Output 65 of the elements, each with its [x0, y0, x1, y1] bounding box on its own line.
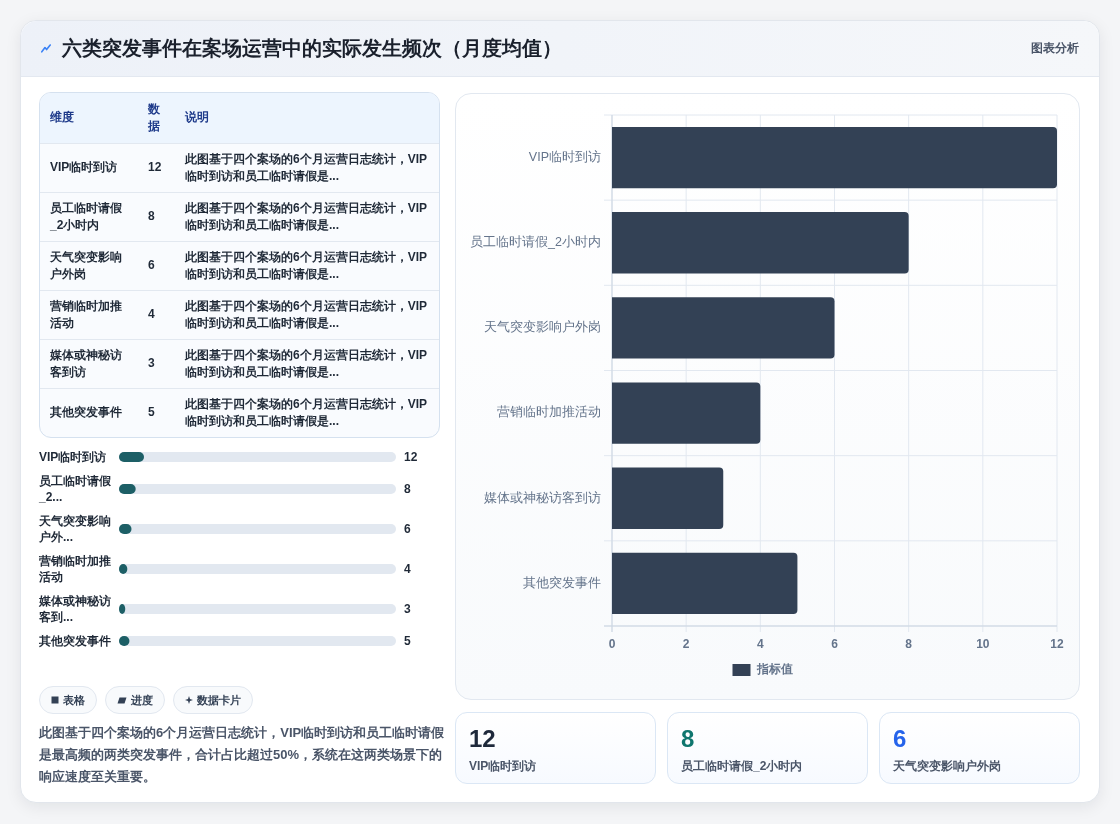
bar	[612, 126, 1057, 189]
data-label: 5	[404, 634, 411, 648]
y-tick-label: 营销临时加推活动	[497, 405, 601, 420]
text: 此图基于四个案场的6个月运营日志统计，VIP临时到访和员工临时请假是...	[184, 199, 428, 234]
bar	[612, 467, 724, 529]
category-label: VIP临时到访	[469, 758, 537, 774]
data-label: 4	[147, 306, 156, 323]
category-label: 天气突变影响户外...	[39, 513, 112, 545]
x-tick-label: 6	[831, 637, 839, 652]
category-label: VIP临时到访	[49, 159, 119, 176]
text: 此图基于四个案场的6个月运营日志统计，VIP临时到访和员工临时请假是...	[184, 150, 428, 185]
data-label: 6	[893, 724, 907, 754]
category-label: 其他突发事件	[49, 404, 123, 422]
text: 此图基于四个案场的6个月运营日志统计，VIP临时到访和员工临时请假是最高频的两类突发事件，合计占比超过50%，系统在这两类场景下的响应速度至关重要。	[39, 724, 445, 786]
card: 12 VIP临时到访	[455, 712, 656, 784]
category-label: 员工临时请假_2...	[39, 473, 112, 505]
text: 此图基于四个案场的6个月运营日志统计，VIP临时到访和员工临时请假是...	[184, 248, 428, 283]
category-label: 员工临时请假_2小时内	[49, 199, 123, 234]
card: 6 天气突变影响户外岗	[879, 712, 1080, 784]
bar	[612, 297, 835, 359]
category-label: 员工临时请假_2小时内	[681, 758, 803, 774]
x-tick-label: 12	[1050, 637, 1064, 652]
bar	[612, 212, 909, 274]
data-label: 3	[404, 602, 411, 616]
chip: 数据卡片	[173, 686, 253, 714]
data-label: 5	[147, 404, 156, 422]
data-label: 12	[404, 450, 418, 464]
text: 此图基于四个案场的6个月运营日志统计，VIP临时到访和员工临时请假是...	[184, 346, 428, 381]
data-label: 8	[147, 208, 156, 225]
bar	[612, 552, 798, 615]
x-tick-label: 4	[756, 637, 764, 652]
chip: 表格	[39, 686, 97, 714]
data-label: 6	[147, 257, 156, 274]
x-tick-label: 0	[608, 637, 616, 652]
data-label: 3	[147, 355, 156, 372]
category-label: 媒体或神秘访客到访	[49, 346, 123, 381]
x-tick-label: 8	[905, 637, 913, 652]
category-label: 营销临时加推活动	[49, 297, 123, 332]
category-label: VIP临时到访	[39, 449, 108, 465]
data-label: 8	[681, 724, 695, 754]
category-label: 媒体或神秘访客到...	[39, 593, 112, 625]
y-tick-label: 天气突变影响户外岗	[484, 320, 601, 335]
data-label: 12	[469, 724, 496, 754]
bar	[612, 382, 761, 444]
text: 此图基于四个案场的6个月运营日志统计，VIP临时到访和员工临时请假是...	[184, 297, 428, 332]
y-tick-label: VIP临时到访	[528, 148, 601, 164]
data-label: 4	[404, 562, 411, 576]
y-tick-label: 员工临时请假_2小时内	[470, 235, 601, 250]
header-panel: 六类突发事件在案场运营中的实际发生频次（月度均值） 图表分析	[21, 21, 1099, 77]
data-label: 12	[147, 159, 163, 176]
table-header: 维度 数据 说明	[40, 93, 439, 143]
y-tick-label: 媒体或神秘访客到访	[484, 489, 601, 505]
x-tick-label: 2	[682, 637, 690, 652]
card: 8 员工临时请假_2小时内	[667, 712, 868, 784]
category-label: 天气突变影响户外岗	[893, 758, 1001, 774]
category-label: 天气突变影响户外岗	[49, 248, 123, 283]
chip: 进度	[105, 686, 165, 714]
text: 此图基于四个案场的6个月运营日志统计，VIP临时到访和员工临时请假是...	[184, 395, 428, 430]
legend-label: 指标值	[755, 662, 793, 677]
y-tick-label: 其他突发事件	[523, 575, 601, 590]
x-tick-label: 10	[976, 637, 990, 652]
data-label: 8	[404, 482, 411, 496]
category-label: 其他突发事件	[39, 633, 112, 649]
data-label: 6	[404, 522, 411, 536]
category-label: 营销临时加推活动	[39, 553, 112, 585]
